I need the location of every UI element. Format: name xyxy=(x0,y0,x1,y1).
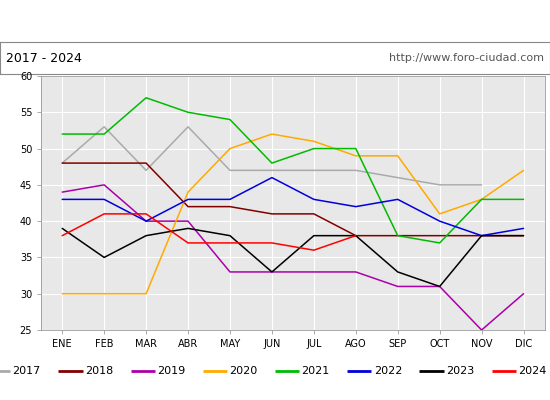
Text: 2021: 2021 xyxy=(301,366,329,376)
Text: 2023: 2023 xyxy=(446,366,474,376)
Text: 2019: 2019 xyxy=(157,366,185,376)
Text: 2020: 2020 xyxy=(229,366,257,376)
Text: 2022: 2022 xyxy=(373,366,402,376)
Text: 2018: 2018 xyxy=(85,366,113,376)
Text: 2017: 2017 xyxy=(13,366,41,376)
Text: 2024: 2024 xyxy=(518,366,547,376)
Text: Evolucion del paro registrado en Remolinos: Evolucion del paro registrado en Remolin… xyxy=(109,14,441,28)
Text: 2017 - 2024: 2017 - 2024 xyxy=(6,52,81,64)
Text: http://www.foro-ciudad.com: http://www.foro-ciudad.com xyxy=(389,53,544,63)
